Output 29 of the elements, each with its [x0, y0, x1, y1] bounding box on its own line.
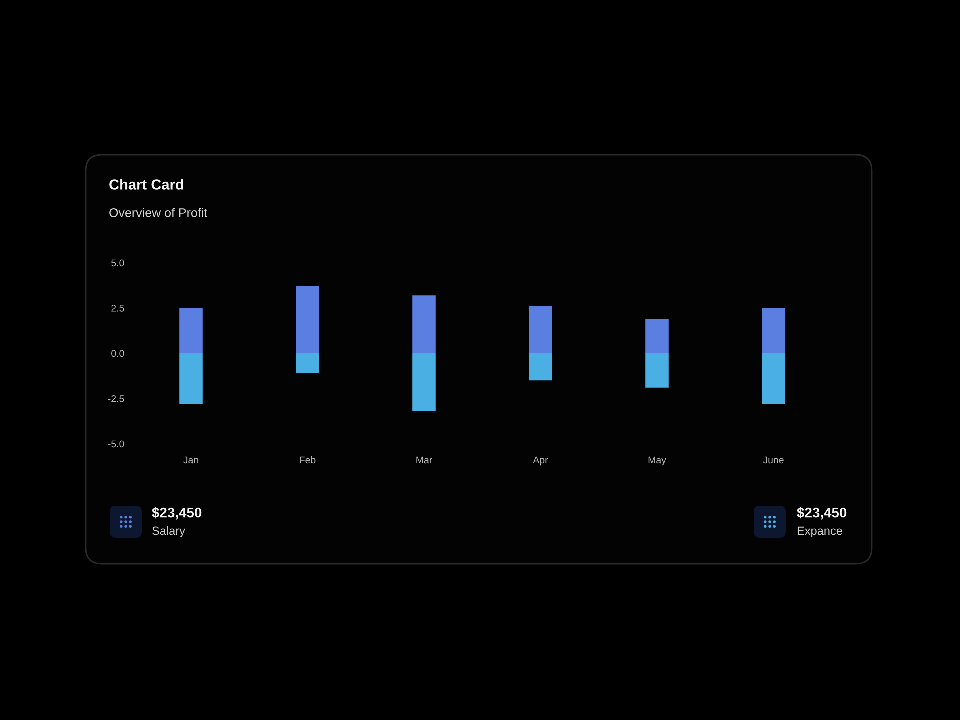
bar — [762, 354, 786, 404]
bar — [529, 354, 552, 381]
x-tick-label: May — [648, 456, 666, 466]
chart-title: Chart Card — [110, 179, 184, 190]
text: Salary — [152, 526, 186, 538]
y-tick-label: 5.0 — [112, 260, 124, 267]
bar — [180, 354, 203, 404]
x-tick-label: Feb — [300, 456, 316, 464]
x-tick-label: Mar — [416, 456, 432, 464]
bar — [180, 308, 203, 354]
x-tick-label: Apr — [533, 456, 548, 466]
chart-subtitle: Overview of Profit — [110, 208, 208, 218]
y-tick-label: -5.0 — [108, 440, 124, 448]
bar — [296, 286, 320, 354]
y-tick-label: -2.5 — [108, 395, 124, 402]
text: $23,450 — [797, 507, 847, 520]
bar — [646, 319, 669, 354]
y-tick-label: 0.0 — [112, 350, 124, 358]
bar — [529, 306, 552, 354]
y-tick-label: 2.5 — [112, 304, 124, 312]
text: Expance — [798, 526, 842, 538]
bar — [412, 296, 436, 354]
bar — [296, 354, 320, 374]
bar — [412, 354, 436, 412]
bar — [762, 308, 786, 354]
x-tick-label: Jan — [184, 456, 198, 464]
x-tick-label: June — [763, 456, 784, 464]
text: $23,450 — [152, 507, 202, 520]
bar — [646, 354, 669, 388]
